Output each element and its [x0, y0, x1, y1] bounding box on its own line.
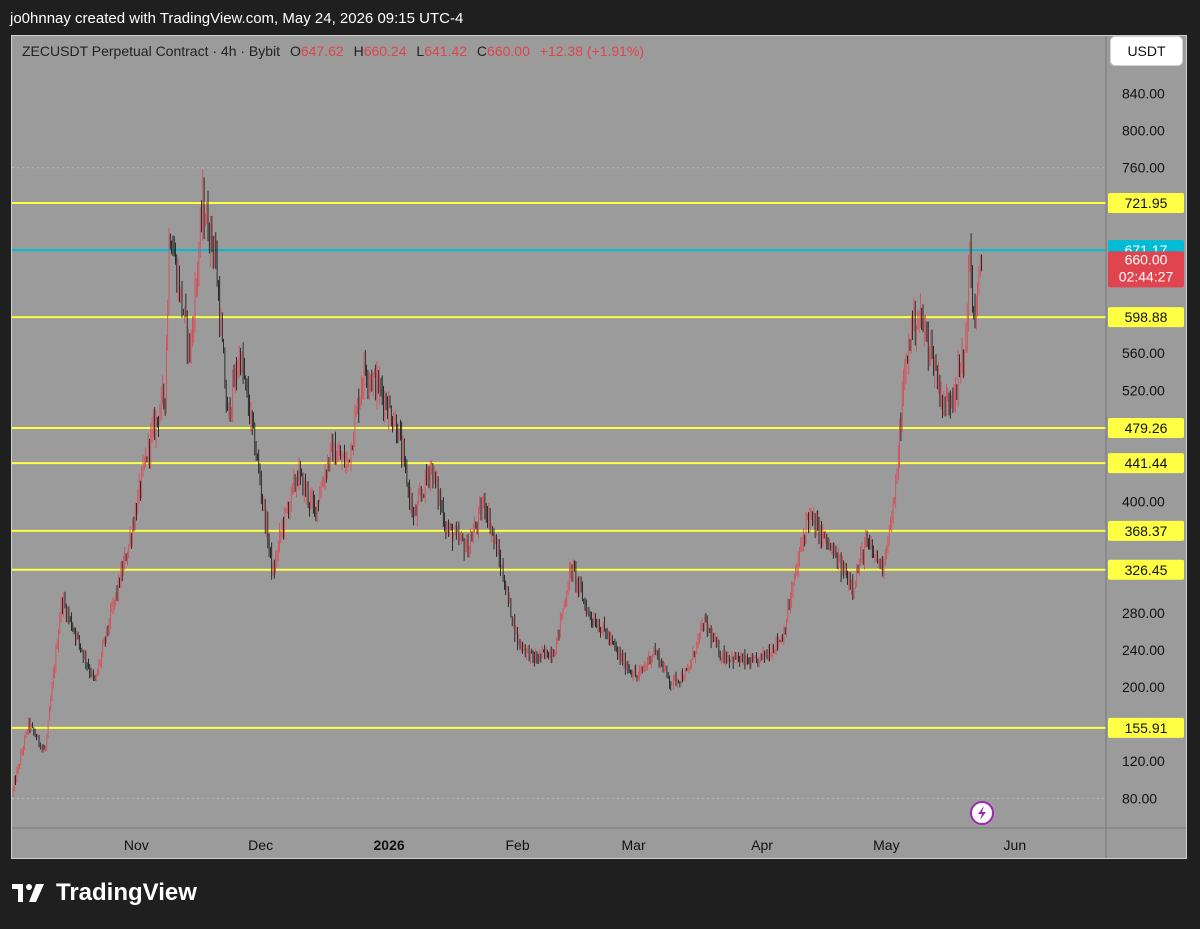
price-tick-label: 560.00 — [1122, 345, 1165, 361]
chart-panel[interactable]: 80.00 120.00 200.00 240.00 280.00 400.00 520.0… — [11, 35, 1187, 859]
tradingview-logo[interactable]: TradingView — [12, 879, 197, 907]
level-price-label: 479.26 — [1125, 420, 1168, 436]
time-tick-label: Mar — [622, 837, 646, 853]
close-label: C — [476, 43, 488, 59]
price-tick-label: 520.00 — [1122, 382, 1165, 398]
horizontal-levels — [12, 201, 1106, 729]
level-price-tag — [1108, 418, 1184, 439]
time-tick-label: Nov — [124, 837, 149, 853]
level-price-tag — [1108, 192, 1184, 213]
chart-author-caption: jo0hnnay created with TradingView.com, M… — [10, 10, 464, 27]
level-price-label: 721.95 — [1125, 195, 1168, 211]
price-tick-label: 800.00 — [1122, 123, 1165, 139]
level-price-tag — [1108, 559, 1184, 580]
last-price-tag — [1108, 251, 1184, 288]
brand-name: TradingView — [56, 879, 197, 906]
price-tick-label: 200.00 — [1122, 679, 1165, 695]
countdown-label: 02:44:27 — [1119, 268, 1174, 284]
high-value: 660.24 — [363, 43, 407, 59]
tradingview-logo-icon — [12, 884, 44, 902]
price-tick-label: 840.00 — [1122, 85, 1165, 101]
level-price-tag — [1108, 307, 1184, 328]
close-value: 660.00 — [487, 43, 530, 59]
currency-button[interactable]: USDT — [1110, 36, 1183, 66]
price-tags: 721.95671.17598.88479.26441.44368.37326.… — [1108, 192, 1184, 738]
time-tick-label: Apr — [751, 837, 773, 853]
low-value: 641.42 — [424, 43, 468, 59]
time-tick-label: Feb — [505, 837, 529, 853]
symbol-legend: ZECUSDT Perpetual Contract · 4h · Bybit … — [22, 43, 644, 59]
time-tick-label: May — [873, 837, 899, 853]
alert-lightning-icon[interactable] — [970, 801, 994, 825]
level-price-tag — [1108, 520, 1184, 541]
price-tick-label: 760.00 — [1122, 160, 1165, 176]
last-price-label: 660.00 — [1125, 251, 1168, 267]
time-tick-label: 2026 — [374, 837, 405, 853]
price-tick-label: 280.00 — [1122, 605, 1165, 621]
price-tick-label: 80.00 — [1122, 790, 1157, 806]
price-tick-label: 400.00 — [1122, 494, 1165, 510]
candlestick-series — [12, 169, 982, 797]
price-tick-label: 240.00 — [1122, 642, 1165, 658]
level-price-tag — [1108, 717, 1184, 738]
level-price-tag — [1108, 453, 1184, 474]
high-label: H — [353, 43, 364, 59]
level-price-label: 326.45 — [1125, 562, 1168, 578]
open-label: O — [289, 43, 301, 59]
price-chart[interactable]: 80.00 120.00 200.00 240.00 280.00 400.00 520.0… — [12, 36, 1187, 859]
level-price-label: 155.91 — [1125, 720, 1168, 736]
level-price-label: 368.37 — [1125, 523, 1168, 539]
low-label: L — [416, 43, 425, 59]
symbol-title: ZECUSDT Perpetual Contract · 4h · Bybit — [22, 43, 281, 59]
time-axis: Nov Dec 2026 Feb Mar Apr May Jun — [12, 827, 1186, 853]
grid-lines — [12, 167, 1106, 799]
time-tick-label: Jun — [1004, 837, 1027, 853]
time-tick-label: Dec — [248, 837, 273, 853]
change-value: +12.38 (+1.91%) — [539, 43, 645, 59]
price-tick-label: 120.00 — [1122, 753, 1165, 769]
level-price-label: 441.44 — [1125, 455, 1168, 471]
open-value: 647.62 — [300, 43, 344, 59]
level-price-label: 598.88 — [1125, 309, 1168, 325]
